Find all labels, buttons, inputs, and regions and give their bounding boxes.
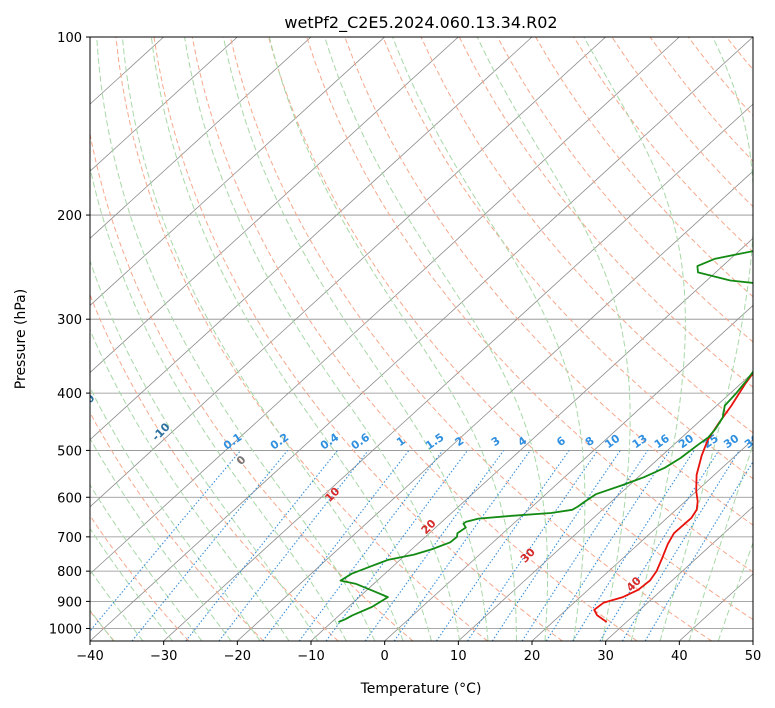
moist-adiabat: [583, 37, 686, 641]
isotherm-line: [384, 304, 753, 641]
x-tick-label: 30: [597, 649, 614, 664]
dry-adiabat: [496, 37, 753, 343]
x-tick-label: 0: [381, 649, 389, 664]
mixing-ratio-line: [491, 450, 621, 641]
y-tick-label: 500: [57, 444, 82, 459]
dry-adiabat: [268, 37, 753, 621]
isotherm-line: [605, 506, 753, 641]
isotherm-line: [163, 103, 753, 641]
mixing-ratio-line: [364, 450, 505, 641]
x-tick-label: 40: [671, 649, 688, 664]
isotherm-line: [90, 37, 680, 575]
moist-adiabat: [476, 37, 631, 641]
mixing-ratio-line: [621, 450, 740, 641]
mixing-ratio-line: [599, 450, 720, 641]
chart-title: wetPf2_C2E5.2024.060.13.34.R02: [284, 13, 557, 33]
moist-adiabat: [659, 37, 753, 641]
y-tick-label: 1000: [49, 622, 82, 637]
y-tick-label: 900: [57, 595, 82, 610]
dry-adiabat: [153, 37, 563, 641]
y-tick-label: 200: [57, 209, 82, 224]
mixing-ratio-line: [644, 460, 753, 641]
x-axis-label: Temperature (°C): [360, 681, 482, 697]
isotherm-line: [90, 37, 459, 374]
y-tick-label: 700: [57, 531, 82, 546]
moist-adiabat: [96, 37, 376, 641]
isotherm-line: [90, 37, 385, 306]
temperature-profile-line: [593, 371, 753, 623]
dry-adiabat-label: -20: [74, 391, 97, 414]
isotherm-line: [90, 37, 533, 441]
moist-adiabat: [150, 37, 432, 641]
mixing-ratio-line: [572, 450, 695, 641]
mixing-ratio-line: [218, 450, 369, 641]
dry-adiabat: [229, 37, 712, 641]
dry-adiabat: [90, 411, 264, 641]
isotherm-line: [90, 37, 753, 641]
moist-adiabat: [90, 165, 347, 641]
isotherm-line: [458, 372, 753, 641]
x-tick-label: 50: [745, 649, 762, 664]
dry-adiabat: [344, 37, 753, 526]
mixing-ratio-line: [325, 450, 468, 641]
mixing-ratio-line: [131, 450, 289, 641]
mixing-ratio-line: [185, 450, 339, 641]
moist-adiabat: [392, 37, 586, 641]
y-tick-label: 300: [57, 313, 82, 328]
axes: −40 −30 −20 −10 0 10 20 30 40 50 100 200 300 400 500 60…: [49, 31, 761, 664]
x-tick-label: −10: [297, 649, 324, 664]
moist-adiabat: [90, 259, 319, 641]
isotherm-line: [90, 37, 238, 172]
moist-adiabat: [324, 37, 549, 641]
isotherm-line: [90, 37, 606, 508]
moist-adiabat: [90, 484, 203, 641]
mixing-ratio-line: [435, 450, 570, 641]
dry-adiabat: [90, 131, 414, 641]
isotherm-line: [90, 37, 312, 239]
profiles: [338, 250, 753, 623]
moist-adiabat: [268, 37, 517, 641]
moist-adiabat: [90, 437, 232, 641]
moist-adiabat: [90, 328, 290, 641]
x-tick-label: −20: [224, 649, 251, 664]
y-tick-label: 400: [57, 387, 82, 402]
x-tick-label: −30: [150, 649, 177, 664]
isotherm-line: [531, 439, 753, 641]
plot-frame: [89, 36, 754, 642]
isotherm-line: [237, 170, 753, 641]
dry-adiabat: [420, 37, 753, 434]
mixing-ratio-label: 36: [742, 432, 762, 452]
mixing-ratio-line: [393, 450, 531, 641]
dewpoint-profile-line: [338, 250, 753, 623]
y-tick-label: 800: [57, 565, 82, 580]
moist-adiabat: [184, 37, 461, 641]
x-tick-label: 20: [524, 649, 541, 664]
x-tick-label: −40: [76, 649, 103, 664]
mixing-ratio-line: [262, 450, 410, 641]
mixing-ratio-line: [545, 450, 671, 641]
moist-adiabat: [688, 443, 753, 641]
y-tick-label: 100: [57, 31, 82, 46]
dry-adiabat: [191, 37, 638, 641]
y-axis-label: Pressure (hPa): [13, 289, 29, 389]
y-tick-label: 600: [57, 491, 82, 506]
dry-adiabat: [115, 37, 488, 641]
dry-adiabat: [306, 37, 753, 573]
mixing-ratio-line: [298, 450, 444, 641]
x-tick-label: 10: [450, 649, 467, 664]
mixing-ratio-line: [521, 450, 649, 641]
mixing-ratio-line: [467, 450, 599, 641]
moist-adiabat: [90, 386, 261, 641]
